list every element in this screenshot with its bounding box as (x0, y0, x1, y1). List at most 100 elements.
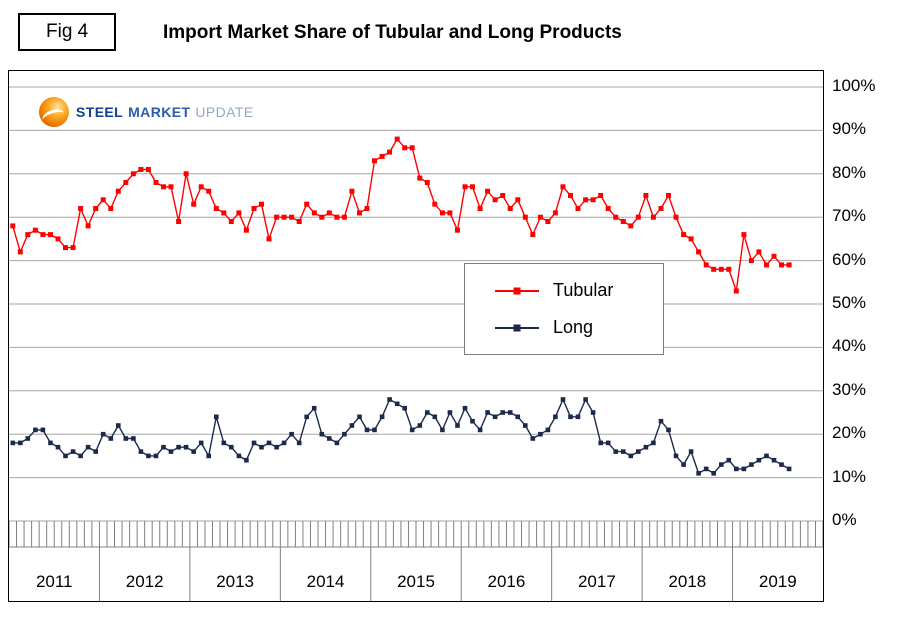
long-data-point (756, 457, 762, 463)
tubular-data-point (492, 197, 498, 203)
long-data-point (131, 436, 136, 441)
long-data-point (183, 444, 189, 450)
tubular-data-point (228, 219, 234, 224)
tubular-data-point (771, 253, 777, 259)
long-data-point (327, 436, 332, 441)
tubular-data-point (108, 206, 114, 211)
logo-word-steel: STEEL (76, 104, 124, 120)
tubular-data-point (470, 184, 475, 190)
long-data-point (530, 436, 536, 441)
chart-svg: 2011 2012 2013 2014 2015 2016 2017 2018 2019 (9, 86, 823, 601)
legend-item-tubular: Tubular (495, 280, 663, 301)
long-data-point (605, 440, 611, 446)
tubular-data-point (522, 214, 528, 220)
tubular-data-point (733, 288, 739, 294)
tubular-data-point (650, 214, 656, 220)
long-data-point (116, 423, 121, 428)
tubular-data-point (311, 210, 317, 216)
long-data-point (447, 410, 453, 415)
tubular-data-point (394, 136, 400, 142)
long-data-point (425, 410, 430, 415)
legend-label: Tubular (553, 280, 614, 300)
tubular-data-point (138, 167, 144, 172)
tubular-data-point (289, 214, 295, 220)
long-data-point (523, 423, 528, 428)
long-data-point (214, 414, 219, 420)
y-axis-label: 90% (832, 119, 867, 139)
long-data-point (711, 471, 716, 476)
tubular-data-point (153, 180, 159, 185)
long-data-point (138, 449, 144, 454)
y-axis-label: 100% (832, 76, 876, 95)
chart-title: Import Market Share of Tubular and Long … (163, 22, 622, 43)
long-data-point (560, 397, 566, 402)
tubular-data-point (243, 227, 249, 233)
long-data-point (477, 427, 483, 433)
tubular-data-point (326, 210, 332, 216)
tubular-data-point (666, 193, 671, 198)
tubular-data-point (266, 236, 272, 242)
long-data-point (244, 457, 249, 463)
tubular-line-swatch (495, 287, 539, 294)
long-data-point (266, 440, 272, 446)
tubular-data-point (424, 180, 430, 185)
long-line-swatch (495, 324, 539, 331)
long-data-point (372, 427, 377, 433)
tubular-data-point (628, 223, 634, 229)
smu-logo: STEEL MARKET UPDATE (39, 97, 254, 127)
tubular-data-point (281, 214, 287, 220)
tubular-data-point (357, 210, 362, 216)
tubular-data-point (364, 206, 370, 211)
tubular-data-point (213, 206, 219, 211)
long-data-point (666, 427, 671, 433)
long-data-point (387, 397, 392, 402)
long-data-point (553, 414, 558, 420)
long-data-point (409, 427, 415, 433)
tubular-data-point (575, 206, 581, 211)
long-data-point (568, 414, 573, 420)
long-data-point (673, 453, 679, 459)
y-axis-label: 40% (832, 336, 867, 356)
x-axis-year-label: 2011 (36, 572, 73, 591)
tubular-data-point (409, 145, 415, 151)
long-data-point (462, 405, 468, 411)
long-data-point (470, 418, 475, 424)
long-data-point (485, 410, 490, 415)
long-data-point (191, 449, 196, 454)
logo-word-update: UPDATE (195, 104, 254, 120)
long-data-point (658, 418, 664, 424)
tubular-data-point (55, 236, 61, 242)
tubular-data-point (296, 219, 302, 224)
y-axis: 100% 90% 80% 70% 60% 50% 40% 30% 20% 10% 0% (832, 70, 908, 602)
tubular-data-point (537, 214, 543, 220)
long-data-point (274, 444, 279, 450)
long-data-point (70, 449, 76, 454)
tubular-data-point (183, 171, 189, 177)
x-axis-year-label: 2013 (216, 572, 254, 591)
long-data-point (168, 449, 174, 454)
long-data-point (741, 466, 747, 472)
legend: Tubular Long (464, 263, 664, 355)
long-data-point (289, 431, 294, 437)
long-data-point (221, 440, 227, 446)
long-data-point (538, 431, 543, 437)
long-data-point (492, 414, 498, 420)
long-data-point (100, 431, 106, 437)
long-data-point (719, 462, 724, 467)
tubular-data-point (198, 184, 204, 190)
long-data-point (55, 444, 61, 450)
tubular-data-point (25, 232, 31, 238)
legend-item-long: Long (495, 317, 663, 338)
tubular-data-point (455, 227, 460, 233)
tubular-data-point (123, 180, 129, 185)
long-data-point (153, 453, 159, 459)
long-data-point (749, 462, 754, 467)
tubular-data-point (462, 184, 468, 190)
tubular-data-point (726, 266, 732, 272)
tubular-data-point (703, 262, 709, 268)
tubular-data-point (748, 258, 754, 264)
long-data-point (545, 427, 551, 433)
logo-word-market: MARKET (128, 104, 191, 120)
tubular-data-point (48, 232, 53, 238)
